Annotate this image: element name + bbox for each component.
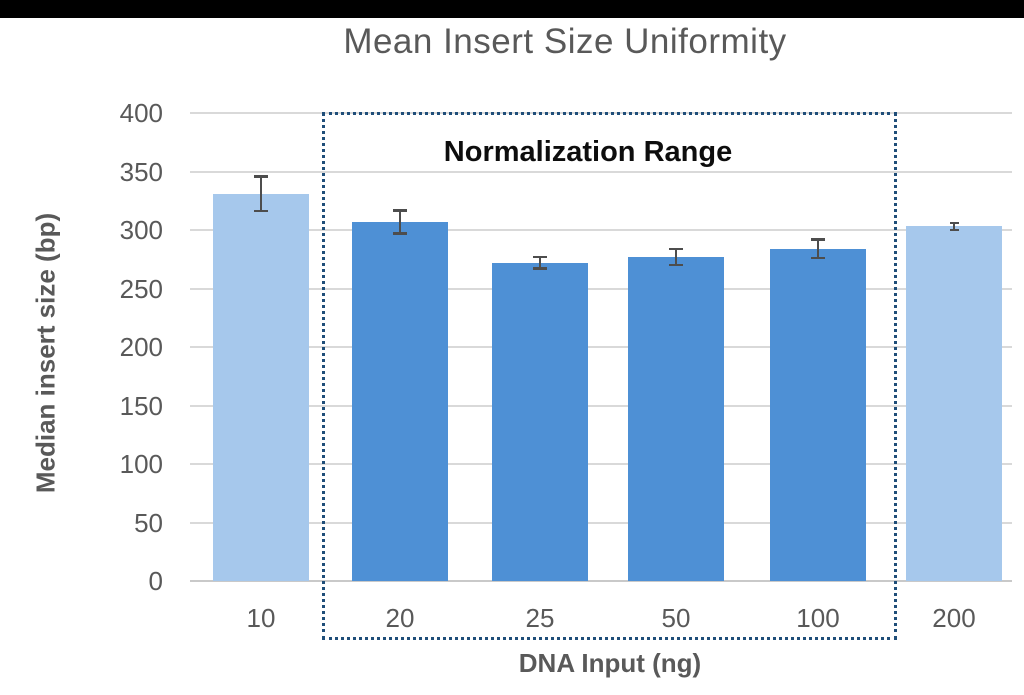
bar-50ng	[628, 256, 724, 581]
error-bar	[393, 209, 407, 212]
x-axis-title: DNA Input (ng)	[518, 648, 702, 678]
error-bar	[949, 228, 959, 231]
error-bar	[393, 232, 407, 235]
error-bar	[949, 221, 959, 225]
y-tick-label: 250	[119, 273, 163, 304]
bar-10ng	[213, 193, 309, 581]
error-bar	[669, 263, 683, 267]
chart-title: Mean Insert Size Uniformity	[343, 22, 787, 61]
y-tick-label: 350	[119, 156, 163, 187]
y-tick-label: 300	[119, 215, 163, 245]
bar-25ng	[492, 262, 588, 581]
error-bar	[674, 248, 678, 266]
gridline	[190, 521, 1012, 524]
y-axis-tick-labels: 0 50 100 150 200 250 300 350 400	[57, 98, 163, 596]
plot-area	[190, 112, 1012, 582]
error-bar	[811, 256, 825, 260]
y-tick-label: 200	[119, 332, 163, 362]
error-bar	[254, 175, 268, 178]
bar-100ng	[770, 248, 866, 581]
gridline	[190, 170, 1012, 173]
y-tick-label: 0	[148, 566, 163, 596]
normalization-range-box	[322, 112, 897, 640]
x-axis-tick-labels: 10 20 25 50 100 200	[190, 602, 1012, 634]
bar-20ng	[352, 221, 448, 581]
x-tick-label: 20	[385, 603, 415, 633]
gridline	[190, 346, 1012, 348]
y-tick-label: 400	[119, 98, 163, 128]
y-tick-label: 150	[119, 390, 163, 421]
error-bar	[259, 176, 263, 212]
error-bar	[952, 222, 956, 230]
error-bar	[811, 238, 825, 241]
y-tick-label: 100	[119, 449, 163, 479]
letterbox-bar	[0, 0, 1024, 18]
error-bar	[538, 256, 542, 269]
x-tick-label: 10	[246, 603, 276, 633]
gridline	[190, 287, 1012, 290]
error-bar	[816, 239, 820, 259]
error-bar	[533, 255, 547, 259]
x-axis-line	[190, 580, 1012, 582]
y-tick-label: 50	[134, 507, 163, 538]
x-tick-label: 200	[932, 603, 976, 633]
x-tick-label: 25	[525, 603, 555, 633]
gridline	[190, 229, 1012, 231]
error-bar	[254, 209, 268, 213]
error-bar	[398, 210, 402, 234]
error-bar	[533, 267, 547, 270]
x-tick-label: 100	[796, 603, 840, 633]
x-tick-label: 50	[661, 603, 691, 633]
normalization-range-label: Normalization Range	[443, 136, 733, 168]
bar-200ng	[906, 226, 1002, 581]
error-bar	[669, 247, 683, 251]
gridline	[190, 404, 1012, 407]
gridline	[190, 463, 1012, 465]
